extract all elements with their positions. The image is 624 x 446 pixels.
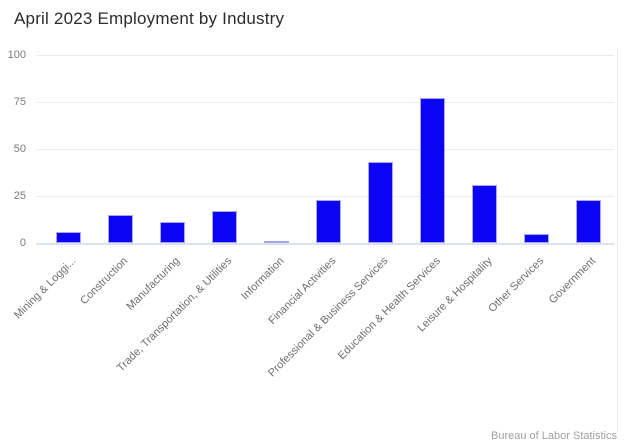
- bar-4: [212, 211, 237, 243]
- x-axis-label-2: Construction: [78, 255, 131, 308]
- x-axis-label-10: Other Services: [486, 255, 547, 315]
- bar-9: [472, 185, 497, 243]
- y-axis-tick-label-0: 0: [19, 237, 26, 249]
- x-axis-line: [36, 243, 614, 245]
- chart-title: April 2023 Employment by Industry: [14, 9, 285, 28]
- credit-text: Bureau of Labor Statistics: [491, 430, 617, 442]
- x-axis-label-5: Information: [239, 255, 287, 303]
- gridline-50: [36, 149, 614, 150]
- x-axis-label-1: Mining & Loggi...: [12, 255, 79, 322]
- bar-2: [108, 215, 133, 243]
- bar-1: [56, 232, 81, 243]
- gridline-25: [36, 196, 614, 197]
- gridline-75: [36, 102, 614, 103]
- gridline-100: [36, 55, 614, 56]
- bar-6: [316, 200, 341, 243]
- x-axis-label-4: Trade, Transportation, & Utilities: [115, 255, 235, 375]
- bar-11: [576, 200, 601, 243]
- y-axis-tick-label-50: 50: [13, 143, 26, 155]
- bar-5: [264, 241, 289, 243]
- bar-3: [160, 222, 185, 243]
- x-axis-label-8: Education & Health Services: [335, 255, 443, 363]
- image-edge-line: [617, 48, 618, 432]
- y-axis-tick-label-100: 100: [7, 49, 26, 61]
- x-axis-label-11: Government: [547, 255, 599, 307]
- bar-10: [524, 234, 549, 243]
- y-axis-tick-label-75: 75: [13, 96, 26, 108]
- y-axis-tick-label-25: 25: [13, 190, 26, 202]
- bar-8: [420, 98, 445, 243]
- bar-7: [368, 162, 393, 243]
